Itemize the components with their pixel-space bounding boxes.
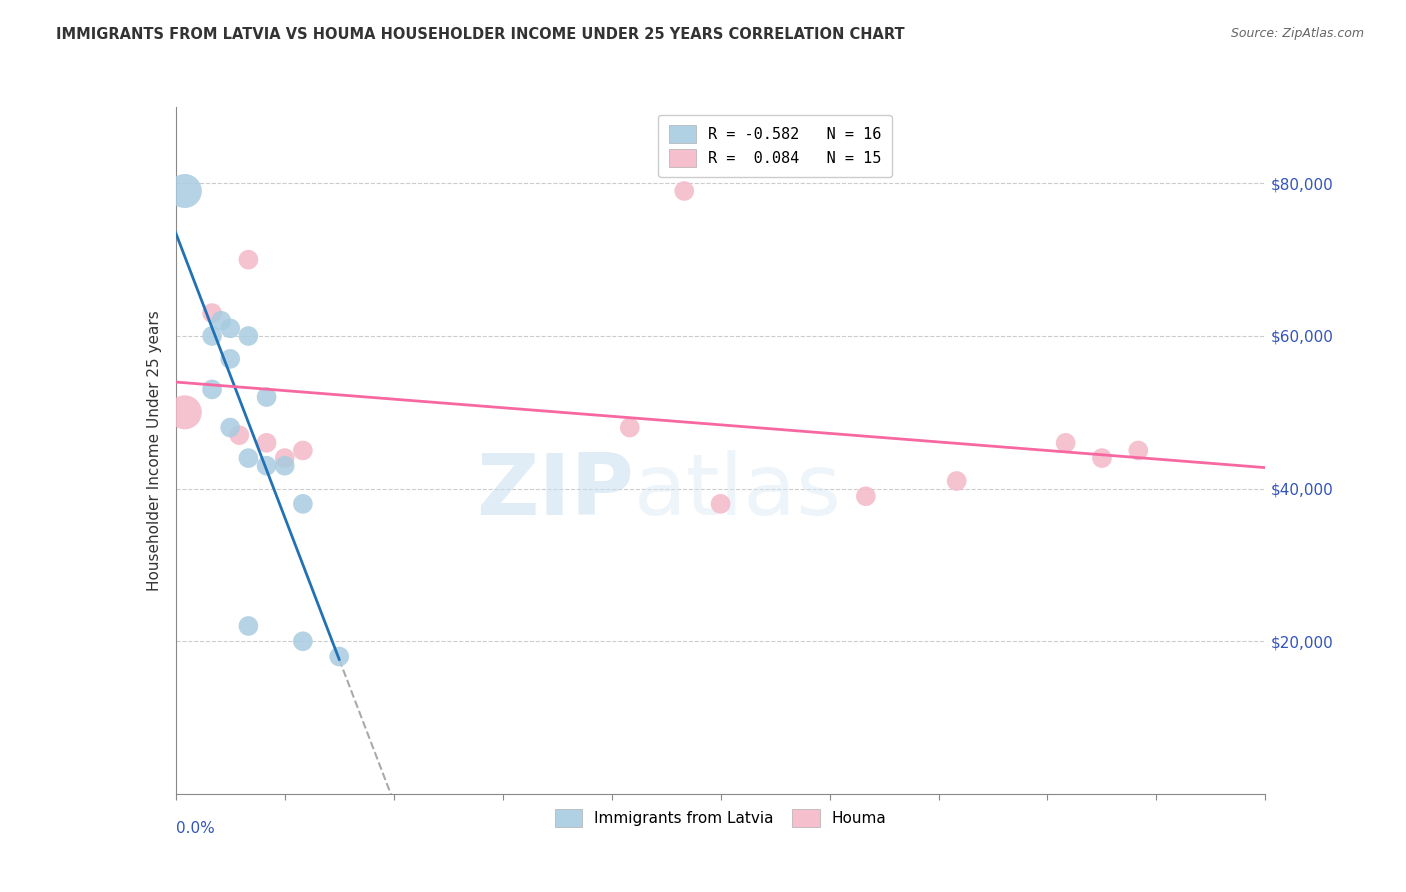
Point	[619, 420, 641, 434]
Point	[1128, 443, 1150, 458]
Point	[855, 489, 877, 503]
Legend: Immigrants from Latvia, Houma: Immigrants from Latvia, Houma	[547, 801, 894, 834]
Point	[274, 451, 297, 466]
Y-axis label: Householder Income Under 25 years: Householder Income Under 25 years	[146, 310, 162, 591]
Point	[256, 435, 278, 450]
Point	[673, 184, 696, 198]
Point	[238, 329, 260, 343]
Point	[238, 451, 260, 466]
Text: atlas: atlas	[633, 450, 841, 533]
Point	[219, 351, 242, 366]
Point	[256, 390, 278, 404]
Point	[1054, 435, 1077, 450]
Point	[256, 458, 278, 473]
Point	[201, 383, 224, 397]
Point	[238, 619, 260, 633]
Point	[238, 252, 260, 267]
Point	[328, 649, 350, 664]
Text: IMMIGRANTS FROM LATVIA VS HOUMA HOUSEHOLDER INCOME UNDER 25 YEARS CORRELATION CH: IMMIGRANTS FROM LATVIA VS HOUMA HOUSEHOL…	[56, 27, 905, 42]
Text: Source: ZipAtlas.com: Source: ZipAtlas.com	[1230, 27, 1364, 40]
Point	[291, 634, 314, 648]
Point	[710, 497, 733, 511]
Point	[945, 474, 967, 488]
Point	[274, 458, 297, 473]
Point	[173, 184, 195, 198]
Point	[173, 405, 195, 419]
Point	[1091, 451, 1114, 466]
Point	[291, 443, 314, 458]
Point	[201, 329, 224, 343]
Point	[291, 497, 314, 511]
Text: ZIP: ZIP	[475, 450, 633, 533]
Point	[201, 306, 224, 320]
Point	[219, 321, 242, 335]
Point	[219, 420, 242, 434]
Point	[228, 428, 250, 442]
Point	[209, 314, 232, 328]
Text: 0.0%: 0.0%	[176, 822, 215, 837]
